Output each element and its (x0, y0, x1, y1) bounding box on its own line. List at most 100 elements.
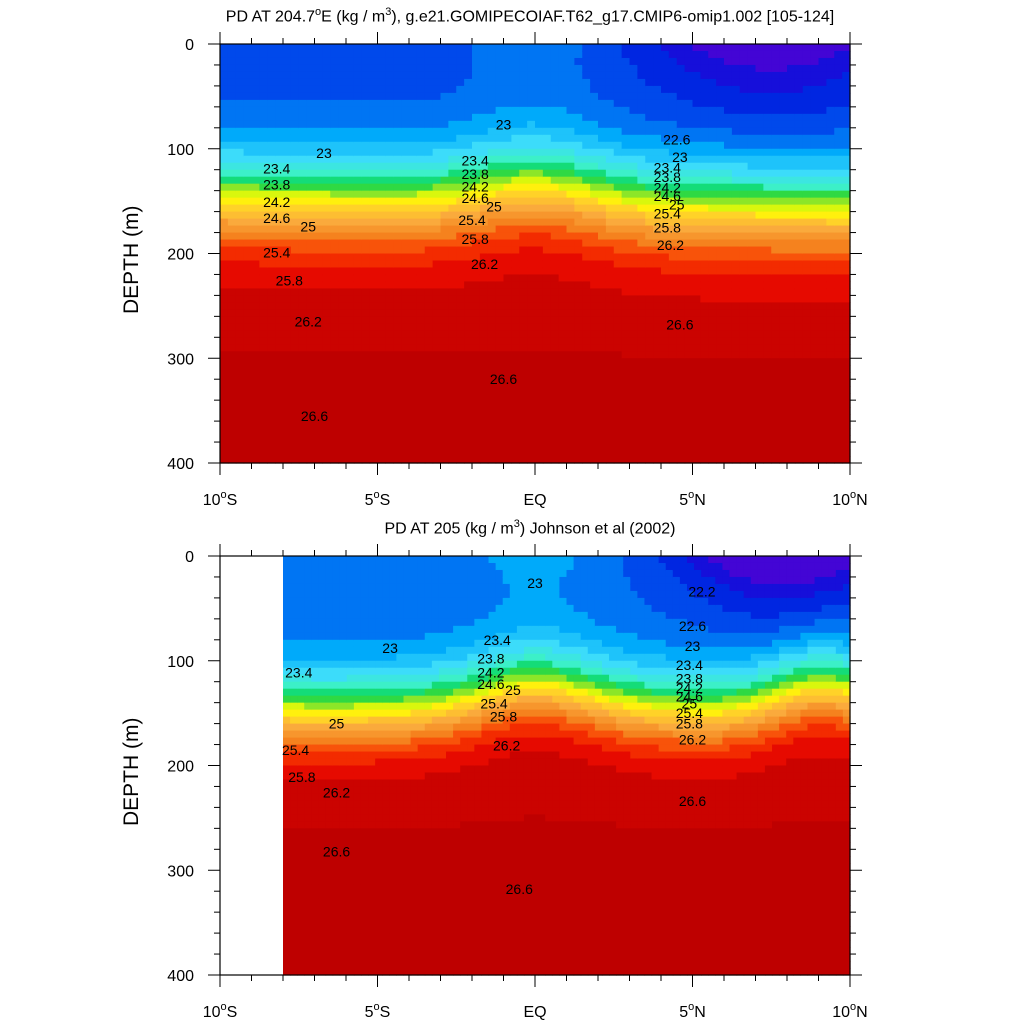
contour-cell (409, 106, 418, 115)
contour-cell (763, 204, 772, 213)
y-tick-label: 0 (185, 37, 194, 54)
contour-cell (598, 288, 607, 296)
contour-cell (456, 232, 465, 241)
contour-cell (629, 57, 638, 66)
contour-cell (826, 44, 835, 52)
contour-cell (298, 113, 308, 122)
contour-cell (731, 64, 741, 73)
contour-cell (456, 148, 465, 157)
contour-cell (739, 456, 749, 464)
contour-cell (487, 85, 497, 94)
contour-cell (298, 351, 308, 359)
contour-cell (416, 442, 426, 450)
contour-cell (338, 309, 347, 317)
contour-cell (779, 288, 788, 296)
contour-cell (385, 64, 394, 73)
contour-cell (283, 281, 292, 290)
contour-cell (290, 386, 300, 394)
contour-cell (235, 71, 245, 80)
contour-cell (755, 351, 764, 359)
contour-cell (550, 155, 560, 164)
contour-cell (708, 337, 717, 345)
contour-cell (558, 246, 568, 255)
contour-cell (251, 400, 260, 408)
contour-cell (346, 64, 355, 73)
contour-cell (739, 44, 749, 52)
contour-cell (487, 302, 497, 310)
contour-cell (448, 393, 457, 401)
contour-cell (684, 407, 694, 415)
contour-cell (220, 316, 229, 324)
contour-cell (432, 190, 442, 199)
contour-cell (487, 211, 497, 220)
contour-cell (432, 309, 442, 317)
contour-cell (235, 92, 245, 101)
contour-cell (802, 99, 812, 108)
contour-cell (251, 414, 260, 422)
contour-cell (653, 169, 662, 178)
contour-cell (472, 288, 481, 296)
contour-cell (377, 281, 386, 290)
contour-cell (346, 435, 355, 443)
contour-cell (747, 323, 757, 331)
contour-cell (771, 225, 780, 234)
contour-cell (377, 204, 386, 213)
contour-cell (629, 330, 638, 338)
contour-cell (542, 57, 552, 66)
contour-cell (503, 169, 512, 178)
contour-cell (377, 386, 386, 394)
contour-cell (566, 407, 575, 415)
contour-cell (243, 239, 253, 248)
contour-cell (393, 64, 402, 73)
contour-cell (259, 267, 268, 276)
contour-cell (661, 44, 670, 52)
contour-cell (842, 99, 851, 108)
contour-cell (330, 421, 339, 429)
contour-cell (479, 78, 489, 87)
contour-cell (448, 288, 457, 296)
contour-cell (590, 351, 599, 359)
contour-cell (361, 288, 371, 296)
contour-cell (464, 281, 473, 290)
contour-cell (590, 365, 599, 373)
contour-cell (220, 281, 229, 290)
contour-cell (684, 71, 694, 80)
contour-cell (731, 323, 741, 331)
contour-cell (763, 99, 772, 108)
contour-cell (637, 295, 646, 303)
contour-cell (298, 393, 308, 401)
contour-cell (755, 428, 764, 436)
contour-cell (826, 379, 835, 387)
contour-cell (330, 99, 339, 108)
contour-cell (692, 428, 701, 436)
contour-cell (361, 197, 371, 206)
contour-cell (267, 358, 276, 366)
contour-cell (739, 337, 749, 345)
contour-cell (472, 78, 481, 87)
contour-cell (842, 267, 851, 276)
contour-cell (542, 176, 552, 185)
contour-cell (700, 127, 709, 136)
contour-cell (755, 274, 764, 283)
contour-cell (598, 106, 607, 115)
contour-cell (527, 456, 536, 464)
contour-cell (487, 50, 497, 59)
contour-cell (668, 302, 678, 310)
contour-cell (487, 351, 497, 359)
contour-label: 26.6 (301, 408, 328, 424)
contour-cell (810, 421, 820, 429)
contour-cell (338, 176, 347, 185)
contour-cell (220, 99, 229, 108)
contour-cell (527, 407, 536, 415)
contour-cell (668, 211, 678, 220)
contour-cell (369, 267, 379, 276)
contour-cell (605, 246, 615, 255)
contour-cell (747, 50, 757, 59)
contour-cell (779, 274, 788, 283)
contour-cell (605, 260, 615, 269)
contour-cell (346, 232, 355, 241)
contour-cell (802, 50, 812, 59)
contour-cell (605, 421, 615, 429)
contour-cell (692, 141, 701, 150)
contour-cell (590, 232, 599, 241)
